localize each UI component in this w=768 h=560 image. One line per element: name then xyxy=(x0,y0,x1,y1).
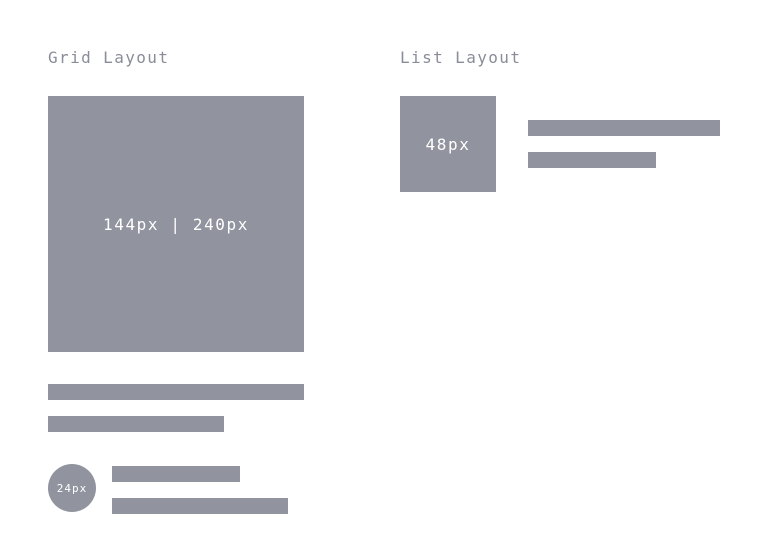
list-thumbnail-size-label: 48px xyxy=(425,134,471,154)
avatar-text-line-placeholder-1 xyxy=(112,466,240,482)
grid-thumbnail-placeholder: 144px | 240px xyxy=(48,96,304,352)
grid-text-line-placeholder-1 xyxy=(48,384,304,400)
grid-thumbnail-size-label: 144px | 240px xyxy=(102,214,250,234)
list-text-line-placeholder-1 xyxy=(528,120,720,136)
avatar-placeholder: 24px xyxy=(48,464,96,512)
grid-layout-heading: Grid Layout xyxy=(48,48,170,67)
list-layout-heading: List Layout xyxy=(400,48,522,67)
list-text-line-placeholder-2 xyxy=(528,152,656,168)
list-thumbnail-placeholder: 48px xyxy=(400,96,496,192)
avatar-text-line-placeholder-2 xyxy=(112,498,288,514)
avatar-size-label: 24px xyxy=(56,481,88,495)
grid-text-line-placeholder-2 xyxy=(48,416,224,432)
